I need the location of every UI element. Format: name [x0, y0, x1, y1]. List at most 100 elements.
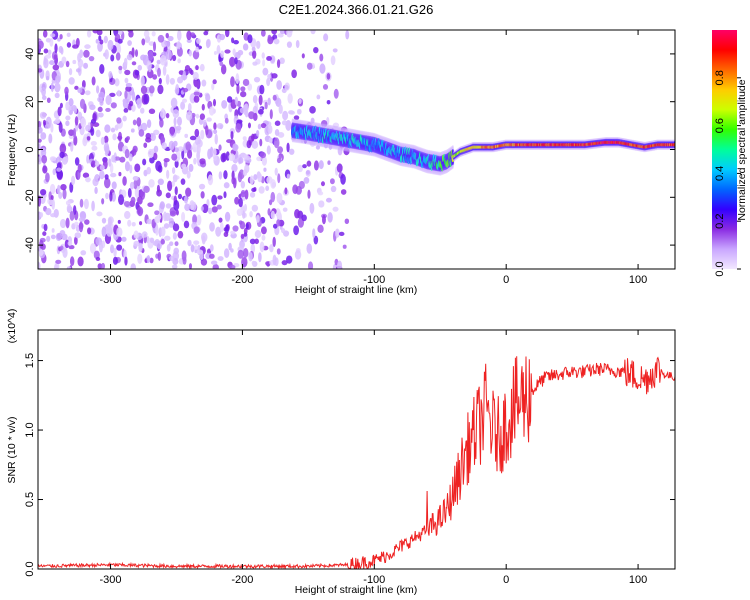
noise-blob [80, 117, 87, 128]
noise-blob [207, 148, 212, 160]
noise-blob [64, 239, 70, 249]
noise-blob [259, 151, 267, 159]
noise-blob [118, 65, 123, 71]
noise-blob [127, 219, 132, 227]
noise-blob [69, 109, 74, 115]
noise-blob [262, 67, 269, 76]
noise-blob [59, 218, 67, 229]
noise-blob [182, 98, 188, 103]
noise-blob [208, 106, 215, 116]
noise-blob [110, 54, 115, 62]
noise-blob [97, 112, 104, 118]
noise-blob [242, 78, 250, 87]
noise-blob [40, 132, 47, 140]
noise-blob [57, 184, 61, 195]
noise-blob [68, 68, 73, 76]
noise-blob [267, 34, 272, 42]
noise-blob [149, 257, 154, 264]
noise-blob [74, 232, 82, 239]
noise-blob [260, 226, 267, 235]
noise-blob [297, 164, 303, 173]
y-tick-label: -20 [24, 189, 36, 205]
noise-blob [208, 207, 213, 215]
noise-blob [141, 38, 146, 46]
x-tick-label: -200 [231, 274, 253, 286]
noise-blob [306, 160, 312, 167]
spectrogram-y-axis: -40 -20 0 20 40 [24, 48, 675, 253]
snr-y-axis: 0.0 0.5 1.0 1.5 [24, 353, 675, 577]
noise-blob [90, 140, 97, 146]
noise-blob [86, 136, 91, 141]
noise-blob [272, 94, 277, 101]
noise-blob [254, 238, 259, 245]
noise-blob [288, 110, 295, 115]
noise-blob [128, 153, 133, 162]
noise-blob [149, 237, 155, 244]
noise-blob [319, 53, 324, 62]
noise-blob [264, 101, 268, 110]
noise-blob [39, 212, 44, 218]
noise-blob [105, 192, 109, 200]
noise-blob [54, 92, 60, 99]
noise-blob [330, 55, 336, 66]
noise-blob [156, 241, 162, 250]
noise-blob [306, 62, 313, 70]
noise-blob [175, 125, 182, 131]
noise-blob [182, 87, 189, 93]
noise-blob [318, 200, 325, 208]
noise-blob [38, 156, 42, 165]
noise-blob [307, 189, 311, 199]
noise-blob [320, 181, 325, 187]
noise-blob [74, 157, 80, 166]
noise-blob [159, 54, 167, 66]
noise-blob [198, 183, 206, 190]
noise-blob [65, 120, 70, 127]
noise-blob [317, 224, 324, 234]
x-tick-label: 100 [629, 574, 647, 586]
noise-blob [116, 244, 123, 251]
noise-blob [38, 249, 44, 256]
noise-blob [244, 189, 249, 200]
noise-blob [104, 49, 109, 60]
noise-blob [237, 249, 245, 259]
noise-blob [117, 135, 123, 140]
noise-blob [72, 205, 77, 216]
noise-blob [259, 138, 263, 147]
noise-blob [267, 97, 271, 106]
noise-blob [156, 184, 161, 193]
noise-blob [134, 187, 140, 198]
noise-blob [49, 156, 57, 162]
noise-blob [238, 197, 243, 208]
noise-blob [232, 144, 239, 151]
noise-blob [218, 171, 223, 180]
noise-blob [122, 98, 127, 104]
noise-blob [68, 129, 75, 137]
noise-blob [165, 113, 170, 119]
noise-blob [109, 92, 116, 97]
noise-blob [124, 77, 129, 84]
noise-blob [271, 30, 278, 35]
noise-blob [271, 73, 278, 79]
noise-blob [132, 119, 137, 126]
noise-blob [258, 186, 265, 194]
noise-blob [96, 211, 103, 217]
noise-blob [45, 37, 51, 43]
x-tick-label: -300 [100, 274, 122, 286]
noise-blob [188, 263, 193, 269]
noise-blob [68, 98, 74, 107]
noise-blob [101, 262, 106, 269]
noise-blob [173, 247, 180, 255]
noise-blob [49, 60, 55, 66]
noise-blob [344, 218, 350, 225]
noise-blob [185, 111, 193, 121]
noise-blob [286, 30, 293, 38]
noise-blob [270, 210, 275, 220]
noise-blob [203, 31, 209, 36]
noise-blob [131, 222, 136, 227]
noise-blob [187, 102, 192, 112]
noise-blob [163, 211, 167, 222]
noise-blob [125, 82, 132, 88]
noise-blob [108, 158, 112, 167]
noise-blob [105, 95, 112, 106]
noise-blob [333, 88, 339, 99]
